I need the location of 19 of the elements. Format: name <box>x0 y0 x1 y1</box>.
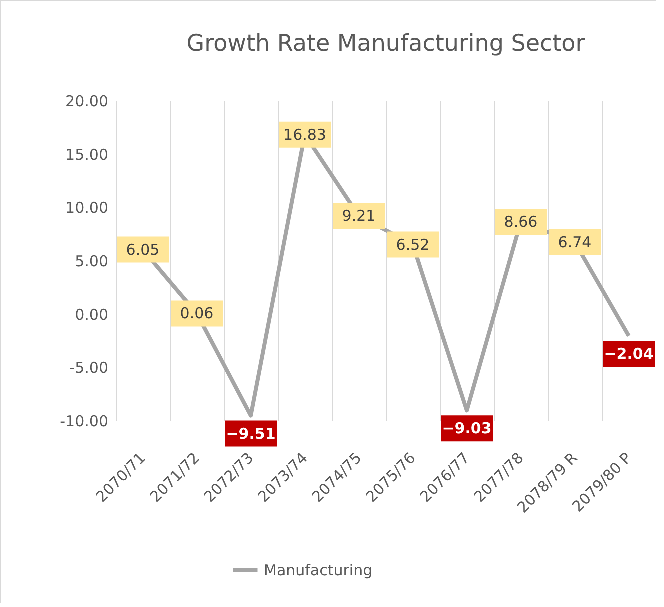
data-label: 6.52 <box>396 236 430 254</box>
y-tick-label: 15.00 <box>66 146 108 164</box>
y-tick-label: 20.00 <box>66 92 108 110</box>
chart-title: Growth Rate Manufacturing Sector <box>186 31 586 57</box>
data-label: 6.74 <box>558 233 592 252</box>
y-tick-label: -5.00 <box>70 359 108 378</box>
y-tick-label: 5.00 <box>75 252 108 270</box>
data-label: −2.04 <box>604 345 654 364</box>
data-label: 9.21 <box>342 207 376 226</box>
y-tick-label: -10.00 <box>60 412 108 430</box>
y-tick-label: 0.00 <box>75 306 108 324</box>
data-label: −9.51 <box>226 424 276 443</box>
data-label: 16.83 <box>284 126 326 144</box>
data-label: 0.06 <box>180 304 214 323</box>
y-tick-label: 10.00 <box>66 199 108 218</box>
data-label: 8.66 <box>504 212 538 231</box>
data-label: 6.05 <box>126 240 160 259</box>
legend-label: Manufacturing <box>264 562 373 580</box>
data-label: −9.03 <box>442 420 492 438</box>
